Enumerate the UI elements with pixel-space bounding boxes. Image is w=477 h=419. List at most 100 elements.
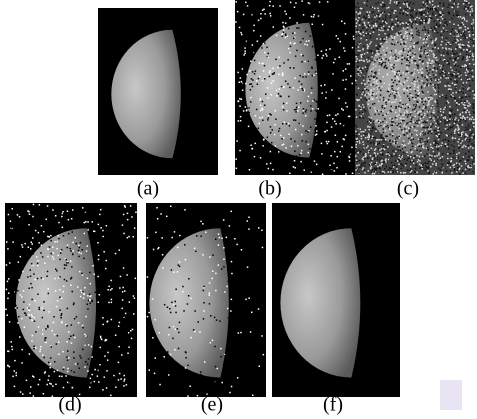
noise-dot: [377, 144, 379, 146]
noise-dot: [428, 138, 430, 140]
noise-dot: [383, 162, 385, 164]
noise-dot: [415, 60, 417, 62]
noise-dot: [264, 78, 266, 80]
noise-dot: [431, 133, 433, 135]
noise-dot: [100, 209, 102, 211]
noise-dot: [304, 73, 306, 75]
noise-dot: [98, 302, 100, 304]
noise-dot: [399, 2, 401, 4]
noise-dot: [469, 36, 471, 38]
noise-dot: [175, 305, 177, 307]
noise-dot: [102, 324, 104, 326]
noise-dot: [302, 125, 304, 127]
noise-dot: [78, 245, 80, 247]
noise-dot: [234, 389, 236, 391]
noise-dot: [457, 56, 459, 58]
noise-dot: [293, 67, 295, 69]
noise-dot: [297, 89, 299, 91]
noise-dot: [241, 3, 243, 5]
noise-dot: [210, 342, 212, 344]
noise-dot: [457, 6, 459, 8]
noise-dot: [400, 172, 402, 174]
noise-dot: [434, 153, 436, 155]
noise-dot: [377, 48, 379, 50]
noise-dot: [125, 243, 127, 245]
noise-dot: [322, 96, 324, 98]
noise-dot: [473, 45, 475, 47]
noise-dot: [9, 286, 11, 288]
noise-dot: [419, 61, 421, 63]
noise-dot: [414, 52, 416, 54]
noise-dot: [275, 59, 277, 61]
noise-dot: [282, 75, 284, 77]
noise-dot: [68, 219, 70, 221]
noise-dot: [397, 20, 399, 22]
noise-dot: [122, 287, 124, 289]
noise-dot: [423, 2, 425, 3]
noise-dot: [47, 236, 49, 238]
noise-dot: [81, 253, 83, 255]
noise-dot: [94, 364, 96, 366]
noise-dot: [255, 143, 257, 145]
noise-dot: [462, 124, 464, 126]
noise-dot: [389, 28, 391, 30]
noise-dot: [84, 210, 86, 212]
noise-dot: [366, 33, 368, 35]
noise-dot: [471, 155, 473, 157]
noise-dot: [355, 131, 357, 133]
noise-dot: [251, 160, 253, 162]
noise-dot: [317, 157, 319, 159]
noise-dot: [315, 141, 317, 143]
noise-dot: [321, 28, 323, 30]
noise-dot: [312, 108, 314, 110]
noise-dot: [327, 143, 329, 145]
noise-dot: [366, 100, 368, 102]
noise-dot: [72, 242, 74, 244]
noise-dot: [373, 120, 375, 122]
noise-dot: [351, 171, 353, 173]
noise-dot: [412, 17, 414, 19]
noise-dot: [452, 114, 454, 116]
noise-dot: [425, 141, 427, 143]
noise-dot: [53, 322, 55, 324]
noise-dot: [398, 78, 400, 80]
noise-dot: [43, 301, 45, 303]
noise-dot: [456, 39, 458, 41]
noise-dot: [70, 285, 72, 287]
noise-dot: [376, 77, 378, 79]
noise-dot: [99, 294, 101, 296]
noise-dot: [440, 34, 442, 36]
noise-dot: [279, 128, 281, 130]
noise-dot: [173, 326, 175, 328]
noise-dot: [61, 322, 63, 324]
noise-dot: [467, 45, 469, 47]
noise-dot: [418, 85, 420, 87]
noise-dot: [392, 130, 394, 132]
noise-dot: [293, 166, 295, 168]
noise-dot: [85, 335, 87, 337]
noise-dot: [359, 21, 361, 23]
noise-dot: [361, 94, 363, 96]
noise-dot: [241, 99, 243, 101]
noise-dot: [362, 169, 364, 171]
noise-dot: [443, 55, 445, 57]
noise-dot: [404, 51, 406, 53]
noise-dot: [7, 281, 9, 283]
noise-dot: [259, 62, 261, 64]
noise-dot: [395, 56, 397, 58]
noise-dot: [432, 106, 434, 108]
noise-dot: [383, 99, 385, 101]
noise-dot: [382, 160, 384, 162]
noise-dot: [385, 171, 387, 173]
noise-dot: [378, 91, 380, 93]
noise-dot: [104, 355, 106, 357]
noise-dot: [231, 237, 233, 239]
noise-dot: [423, 117, 425, 119]
noise-dot: [116, 204, 118, 206]
noise-dot: [115, 386, 117, 388]
noise-dot: [447, 77, 449, 79]
noise-dot: [457, 109, 459, 111]
noise-dot: [89, 299, 91, 301]
noise-dot: [465, 107, 467, 109]
noise-dot: [360, 54, 362, 56]
